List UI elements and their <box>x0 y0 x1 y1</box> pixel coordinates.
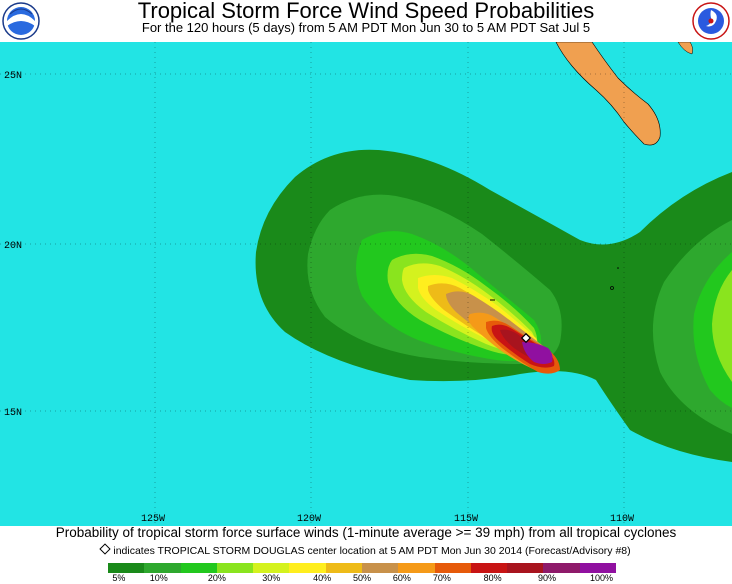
legend-labels: 5% 10% 20% 30% 40% 50% 60% 70% 80% 90% 100% <box>0 573 732 584</box>
legend-label: 100% <box>589 573 613 583</box>
noaa-logo <box>2 2 40 40</box>
legend-label: 50% <box>352 573 372 583</box>
legend-swatch <box>108 563 145 573</box>
map-canvas: 25N 20N 15N 125W 120W 115W 110W <box>0 42 732 526</box>
island-san-benedicto <box>617 267 619 269</box>
storm-note-text: indicates TROPICAL STORM DOUGLAS center … <box>113 545 631 557</box>
probability-map: 25N 20N 15N 125W 120W 115W 110W <box>0 42 732 526</box>
legend-label: 70% <box>432 573 451 583</box>
island-socorro <box>610 286 614 290</box>
lat-label-25n: 25N <box>4 71 22 82</box>
legend-label: 20% <box>207 573 226 583</box>
lat-label-15n: 15N <box>4 408 22 419</box>
legend-label: 5% <box>112 573 126 583</box>
legend-label: 90% <box>538 573 557 583</box>
legend-swatch <box>216 563 254 573</box>
legend-swatch <box>398 563 435 573</box>
legend-swatch <box>325 563 362 573</box>
lon-label-110w: 110W <box>610 514 634 525</box>
legend-swatch <box>289 563 326 573</box>
page-title: Tropical Storm Force Wind Speed Probabil… <box>137 0 595 23</box>
graticule <box>0 42 732 526</box>
lon-label-120w: 120W <box>297 514 321 525</box>
contour-30-east <box>712 270 732 382</box>
baja-california-land <box>555 42 661 146</box>
probability-caption: Probability of tropical storm force surf… <box>55 525 677 540</box>
legend-label: 60% <box>392 573 411 583</box>
legend-swatch <box>361 563 399 573</box>
legend-swatch <box>470 563 508 573</box>
lat-label-20n: 20N <box>4 241 22 252</box>
legend-label: 80% <box>483 573 502 583</box>
legend-swatch <box>543 563 580 573</box>
page-subtitle: For the 120 hours (5 days) from 5 AM PDT… <box>141 20 591 35</box>
legend-swatch <box>253 563 290 573</box>
legend-swatch <box>434 563 471 573</box>
probability-legend <box>108 563 616 573</box>
legend-swatch <box>180 563 217 573</box>
legend-swatch <box>579 563 616 573</box>
header: Tropical Storm Force Wind Speed Probabil… <box>0 0 732 42</box>
legend-swatch <box>144 563 181 573</box>
lon-label-115w: 115W <box>454 514 478 525</box>
mainland-coast <box>677 42 693 55</box>
legend-label: 40% <box>313 573 332 583</box>
contour-purple <box>522 342 553 364</box>
legend-swatch <box>507 563 544 573</box>
storm-center-diamond-icon <box>99 543 112 555</box>
legend-label: 30% <box>262 573 281 583</box>
storm-note: indicates TROPICAL STORM DOUGLAS center … <box>0 543 732 557</box>
legend-label: 10% <box>149 573 168 583</box>
nws-logo <box>692 2 730 40</box>
storm-center-marker <box>520 332 532 344</box>
lon-label-125w: 125W <box>141 514 165 525</box>
